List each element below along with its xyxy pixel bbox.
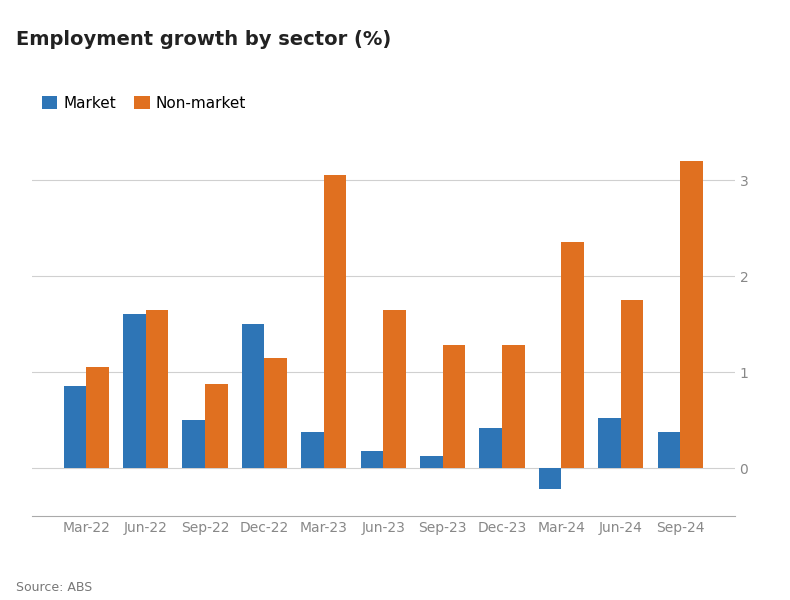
Bar <box>657 431 680 468</box>
Bar <box>205 383 228 468</box>
Bar <box>123 314 145 468</box>
Bar <box>480 428 502 468</box>
Bar <box>420 457 442 468</box>
Bar <box>598 418 621 468</box>
Bar <box>63 386 86 468</box>
Bar <box>680 161 703 468</box>
Bar <box>539 468 562 489</box>
Bar <box>145 310 168 468</box>
Bar <box>502 345 525 468</box>
Text: Employment growth by sector (%): Employment growth by sector (%) <box>16 30 391 49</box>
Legend: Market, Non-market: Market, Non-market <box>36 90 252 117</box>
Bar <box>86 367 109 468</box>
Bar <box>324 175 346 468</box>
Text: Source: ABS: Source: ABS <box>16 581 92 594</box>
Bar <box>301 431 324 468</box>
Bar <box>360 451 383 468</box>
Bar <box>442 345 465 468</box>
Bar <box>383 310 406 468</box>
Bar <box>182 420 205 468</box>
Bar <box>242 324 265 468</box>
Bar <box>562 242 584 468</box>
Bar <box>621 300 643 468</box>
Bar <box>265 358 287 468</box>
